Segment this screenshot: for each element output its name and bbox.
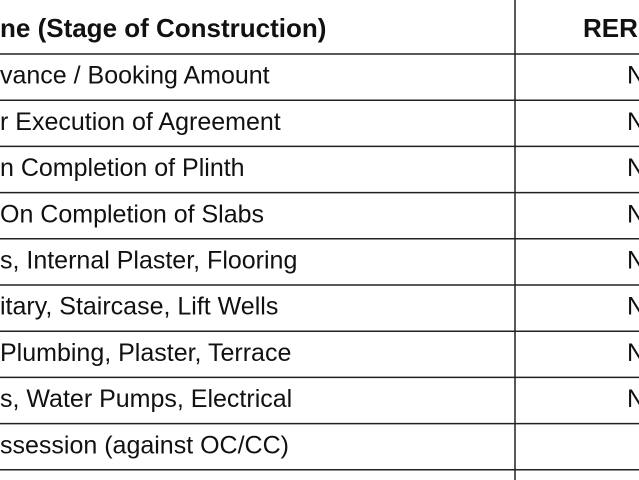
stage-cell: On Completion of Slabs <box>0 200 264 228</box>
rera-cell: N <box>627 247 639 275</box>
stage-cell: n Completion of Plinth <box>0 154 245 182</box>
rera-cell: N <box>627 108 639 136</box>
stage-cell: r Execution of Agreement <box>0 108 281 136</box>
stage-cell: itary, Staircase, Lift Wells <box>0 293 278 321</box>
stage-cell: s, Water Pumps, Electrical <box>0 385 292 413</box>
header-cell: RER <box>583 13 638 43</box>
stage-cell: s, Internal Plaster, Flooring <box>0 247 297 275</box>
stage-cell: Plumbing, Plaster, Terrace <box>0 339 291 367</box>
rera-cell: N <box>627 293 639 321</box>
stage-cell: vance / Booking Amount <box>0 62 270 90</box>
rera-cell: N <box>627 385 639 413</box>
rera-cell: N <box>627 339 639 367</box>
rera-cell: N <box>627 154 639 182</box>
header-cell: ne (Stage of Construction) <box>0 13 326 43</box>
stage-cell: ssession (against OC/CC) <box>0 431 289 459</box>
rera-cell: N <box>627 62 639 90</box>
rera-cell: N <box>627 200 639 228</box>
